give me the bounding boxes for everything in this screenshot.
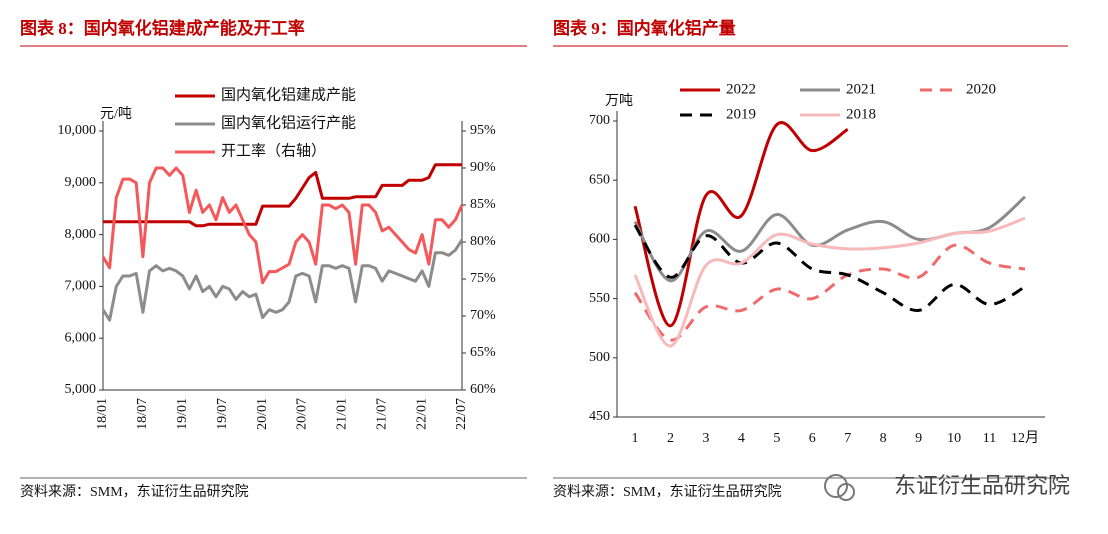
x-tick-label: 7 bbox=[844, 431, 851, 446]
x-tick-label: 12月 bbox=[1011, 430, 1039, 446]
x-tick-label: 20/07 bbox=[295, 398, 310, 430]
y-tick-label: 600 bbox=[589, 232, 610, 247]
y2-tick-label: 85% bbox=[470, 197, 496, 212]
x-tick-label: 4 bbox=[738, 431, 745, 446]
x-tick-label: 9 bbox=[915, 431, 922, 446]
x-tick-label: 21/01 bbox=[335, 398, 350, 430]
x-tick-label: 1 bbox=[632, 431, 639, 446]
series-line bbox=[633, 121, 849, 328]
y-axis-label: 万吨 bbox=[605, 93, 633, 109]
series-line bbox=[633, 243, 1026, 342]
x-tick-label: 8 bbox=[880, 431, 887, 446]
x-tick-label: 18/07 bbox=[135, 398, 150, 430]
legend-label: 2020 bbox=[966, 81, 996, 97]
x-tick-label: 18/01 bbox=[95, 398, 110, 430]
x-tick-label: 19/01 bbox=[175, 398, 190, 430]
y-tick-label: 450 bbox=[589, 409, 610, 424]
watermark-icon bbox=[824, 474, 855, 501]
x-tick-label: 20/01 bbox=[255, 398, 270, 430]
y-tick-label: 8,000 bbox=[65, 227, 97, 242]
y-tick-label: 9,000 bbox=[65, 175, 97, 190]
source: 资料来源：SMM，东证衍生品研究院 bbox=[20, 484, 249, 500]
x-tick-label: 22/01 bbox=[414, 398, 429, 430]
series-line bbox=[101, 166, 464, 285]
x-tick-label: 2 bbox=[667, 431, 674, 446]
y-tick-label: 700 bbox=[589, 113, 610, 128]
legend-label: 2022 bbox=[726, 81, 756, 97]
source: 资料来源：SMM，东证衍生品研究院 bbox=[553, 484, 782, 500]
watermark: 东证衍生品研究院 bbox=[894, 474, 1070, 499]
series-line bbox=[101, 238, 464, 322]
y2-tick-label: 75% bbox=[470, 271, 496, 286]
y-tick-label: 5,000 bbox=[65, 382, 97, 397]
legend-label: 2018 bbox=[846, 106, 876, 122]
series-line bbox=[103, 163, 462, 228]
x-tick-label: 5 bbox=[773, 431, 780, 446]
chart-title: 图表 8：国内氧化铝建成产能及开工率 bbox=[20, 18, 305, 38]
legend-label: 国内氧化铝运行产能 bbox=[221, 114, 356, 131]
x-tick-label: 3 bbox=[702, 431, 709, 446]
legend-label: 开工率（右轴） bbox=[221, 142, 326, 159]
y-tick-label: 7,000 bbox=[65, 279, 97, 294]
y-tick-label: 550 bbox=[589, 291, 610, 306]
y2-tick-label: 60% bbox=[470, 382, 496, 397]
y-axis-label: 元/吨 bbox=[100, 106, 132, 122]
legend-label: 国内氧化铝建成产能 bbox=[221, 86, 356, 103]
y2-tick-label: 65% bbox=[470, 345, 496, 360]
legend-label: 2019 bbox=[726, 106, 756, 122]
x-tick-label: 6 bbox=[809, 431, 816, 446]
x-tick-label: 22/07 bbox=[454, 398, 469, 430]
series-line bbox=[633, 224, 1026, 312]
y-tick-label: 6,000 bbox=[65, 330, 97, 345]
x-tick-label: 19/07 bbox=[215, 398, 230, 430]
y-tick-label: 500 bbox=[589, 350, 610, 365]
x-tick-label: 11 bbox=[983, 431, 996, 446]
legend-label: 2021 bbox=[846, 81, 876, 97]
y-tick-label: 10,000 bbox=[58, 123, 97, 138]
chart-title: 图表 9：国内氧化铝产量 bbox=[553, 18, 736, 38]
x-tick-label: 21/07 bbox=[374, 398, 389, 430]
y2-tick-label: 90% bbox=[470, 160, 496, 175]
y-tick-label: 650 bbox=[589, 172, 610, 187]
y2-tick-label: 70% bbox=[470, 308, 496, 323]
y2-tick-label: 80% bbox=[470, 234, 496, 249]
y2-tick-label: 95% bbox=[470, 123, 496, 138]
series-line bbox=[633, 216, 1026, 348]
x-tick-label: 10 bbox=[947, 431, 961, 446]
